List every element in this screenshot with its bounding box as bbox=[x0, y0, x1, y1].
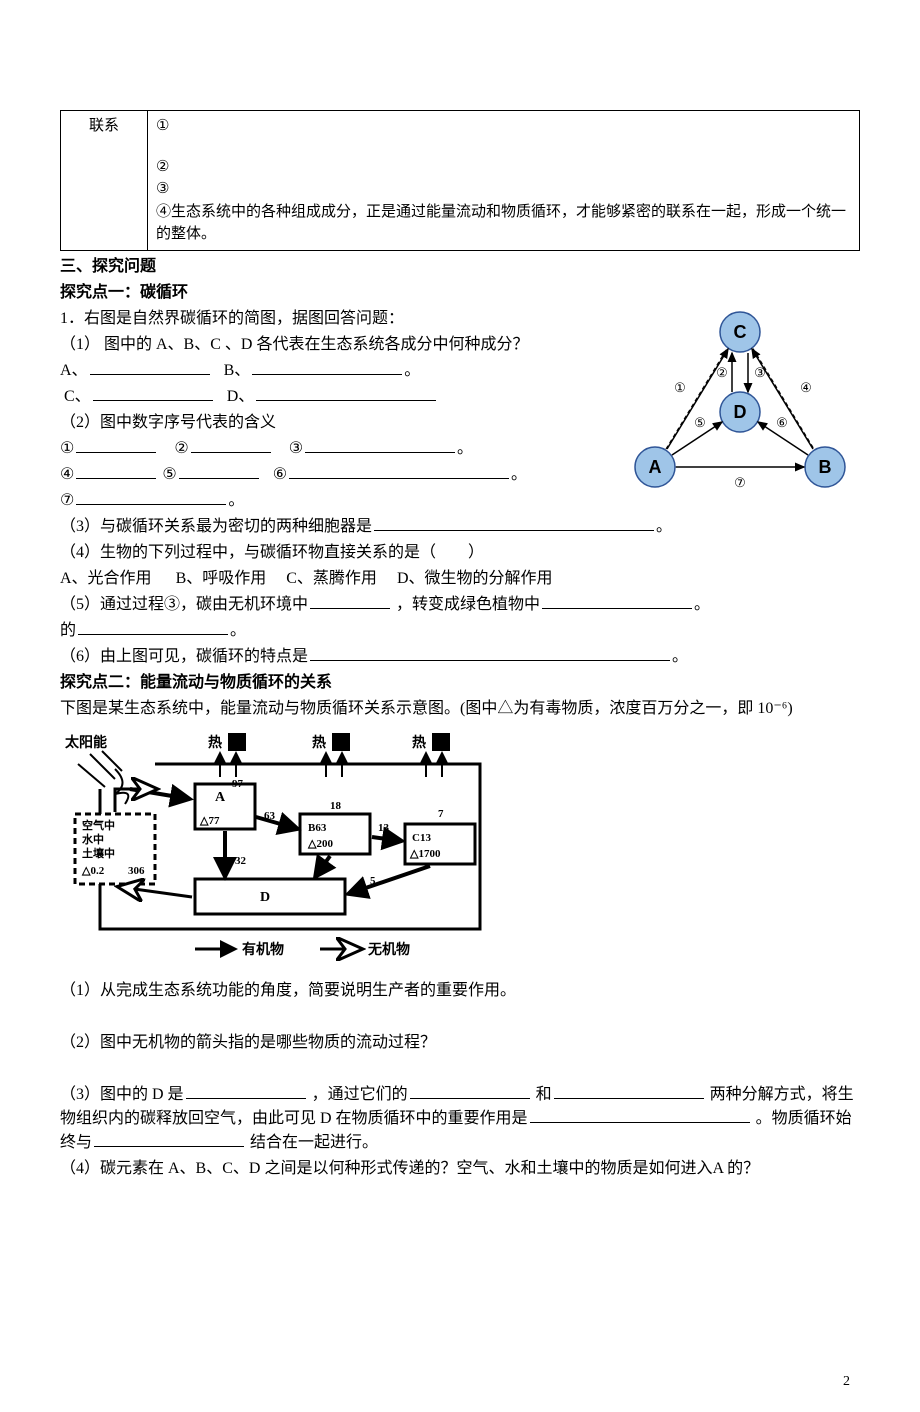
svg-text:①: ① bbox=[674, 380, 686, 395]
blank[interactable] bbox=[252, 359, 402, 374]
svg-text:土壤中: 土壤中 bbox=[82, 846, 115, 860]
topic-1-body: C D A B ① ② ③ ④ ⑤ bbox=[60, 307, 860, 669]
q1-4: （4）生物的下列过程中，与碳循环物直接关系的是（ ） bbox=[60, 541, 860, 565]
topic-2-intro: 下图是某生态系统中，能量流动与物质循环关系示意图。(图中△为有毒物质，浓度百万分… bbox=[60, 697, 860, 721]
svg-text:空气中: 空气中 bbox=[82, 818, 115, 832]
svg-text:C13: C13 bbox=[412, 832, 431, 844]
q1-4-options: A、光合作用 B、呼吸作用 C、蒸腾作用 D、微生物的分解作用 bbox=[60, 567, 860, 591]
svg-text:97: 97 bbox=[232, 778, 244, 790]
svg-text:水中: 水中 bbox=[82, 832, 104, 846]
q2-3: （3）图中的 D 是 ，通过它们的 和 两种分解方式，将生物组织内的碳释放回空气… bbox=[60, 1083, 860, 1155]
svg-text:能: 能 bbox=[230, 734, 244, 751]
svg-text:③: ③ bbox=[754, 365, 766, 380]
svg-text:无机物: 无机物 bbox=[367, 941, 410, 958]
q2-1: （1）从完成生态系统功能的角度，简要说明生产者的重要作用。 bbox=[60, 979, 860, 1003]
node-A: A bbox=[649, 456, 662, 476]
page-number: 2 bbox=[843, 1371, 850, 1392]
svg-text:⑦: ⑦ bbox=[734, 475, 746, 490]
blank[interactable] bbox=[94, 1131, 244, 1146]
svg-text:能: 能 bbox=[334, 734, 348, 751]
svg-text:热: 热 bbox=[312, 734, 326, 751]
svg-text:△200: △200 bbox=[307, 838, 333, 850]
blank[interactable] bbox=[305, 437, 455, 452]
svg-text:△0.2: △0.2 bbox=[81, 865, 105, 877]
svg-text:18: 18 bbox=[330, 800, 342, 812]
blank[interactable] bbox=[554, 1083, 704, 1098]
svg-text:热: 热 bbox=[208, 734, 222, 751]
svg-text:5: 5 bbox=[370, 875, 376, 887]
q2-4: （4）碳元素在 A、B、C、D 之间是以何种形式传递的？空气、水和土壤中的物质是… bbox=[60, 1157, 860, 1181]
heat-labels: 热 能 热 能 热 能 bbox=[208, 733, 450, 777]
svg-text:D: D bbox=[260, 890, 270, 905]
q1-6: （6）由上图可见，碳循环的特点是。 bbox=[60, 645, 860, 669]
svg-text:④: ④ bbox=[800, 380, 812, 395]
section-3-title: 三、探究问题 bbox=[60, 255, 860, 279]
topic-2-title: 探究点二：能量流动与物质循环的关系 bbox=[60, 671, 860, 695]
node-C: C bbox=[734, 321, 747, 341]
table-item-1: ① bbox=[156, 115, 851, 138]
svg-text:能: 能 bbox=[434, 734, 448, 751]
svg-text:A: A bbox=[215, 790, 226, 805]
blank[interactable] bbox=[289, 463, 509, 478]
table-item-2: ② bbox=[156, 156, 851, 179]
energy-flow-diagram: 太阳能 热 能 热 能 热 能 空气中 bbox=[60, 729, 530, 969]
blank[interactable] bbox=[76, 489, 226, 504]
relation-table: 联系 ① ② ③ ④生态系统中的各种组成成分，正是通过能量流动和物质循环，才能够… bbox=[60, 110, 860, 251]
node-B: B bbox=[819, 456, 832, 476]
svg-text:太阳能: 太阳能 bbox=[65, 734, 107, 751]
blank[interactable] bbox=[374, 515, 654, 530]
blank[interactable] bbox=[256, 385, 436, 400]
table-item-4: ④生态系统中的各种组成成分，正是通过能量流动和物质循环，才能够紧密的联系在一起，… bbox=[156, 201, 851, 246]
node-D: D bbox=[734, 401, 747, 421]
q1-5: （5）通过过程③，碳由无机环境中 ，转变成绿色植物中。 bbox=[60, 593, 860, 617]
blank[interactable] bbox=[310, 645, 670, 660]
q1-5-line2: 的。 bbox=[60, 619, 860, 643]
svg-text:63: 63 bbox=[264, 810, 276, 822]
svg-text:⑤: ⑤ bbox=[694, 415, 706, 430]
blank[interactable] bbox=[186, 1083, 306, 1098]
svg-text:②: ② bbox=[716, 365, 728, 380]
svg-text:⑥: ⑥ bbox=[776, 415, 788, 430]
svg-text:B63: B63 bbox=[308, 822, 327, 834]
table-item-3: ③ bbox=[156, 178, 851, 201]
q1-3: （3）与碳循环关系最为密切的两种细胞器是。 bbox=[60, 515, 860, 539]
blank[interactable] bbox=[76, 437, 156, 452]
table-row-label: 联系 bbox=[61, 111, 148, 251]
topic-1-title: 探究点一：碳循环 bbox=[60, 281, 860, 305]
blank[interactable] bbox=[410, 1083, 530, 1098]
blank[interactable] bbox=[310, 593, 390, 608]
svg-text:13: 13 bbox=[378, 822, 390, 834]
blank[interactable] bbox=[78, 619, 228, 634]
table-content: ① ② ③ ④生态系统中的各种组成成分，正是通过能量流动和物质循环，才能够紧密的… bbox=[148, 111, 860, 251]
blank[interactable] bbox=[542, 593, 692, 608]
svg-text:7: 7 bbox=[438, 808, 444, 820]
svg-text:306: 306 bbox=[128, 865, 145, 877]
svg-text:热: 热 bbox=[412, 734, 426, 751]
blank[interactable] bbox=[191, 437, 271, 452]
blank[interactable] bbox=[530, 1107, 750, 1122]
svg-text:△1700: △1700 bbox=[409, 848, 441, 860]
svg-text:有机物: 有机物 bbox=[242, 941, 284, 958]
svg-text:△77: △77 bbox=[199, 815, 220, 827]
carbon-cycle-diagram: C D A B ① ② ③ ④ ⑤ bbox=[610, 307, 870, 497]
blank[interactable] bbox=[179, 463, 259, 478]
svg-text:32: 32 bbox=[235, 855, 247, 867]
blank[interactable] bbox=[90, 359, 210, 374]
blank[interactable] bbox=[93, 385, 213, 400]
blank[interactable] bbox=[76, 463, 156, 478]
q2-2: （2）图中无机物的箭头指的是哪些物质的流动过程？ bbox=[60, 1031, 860, 1055]
